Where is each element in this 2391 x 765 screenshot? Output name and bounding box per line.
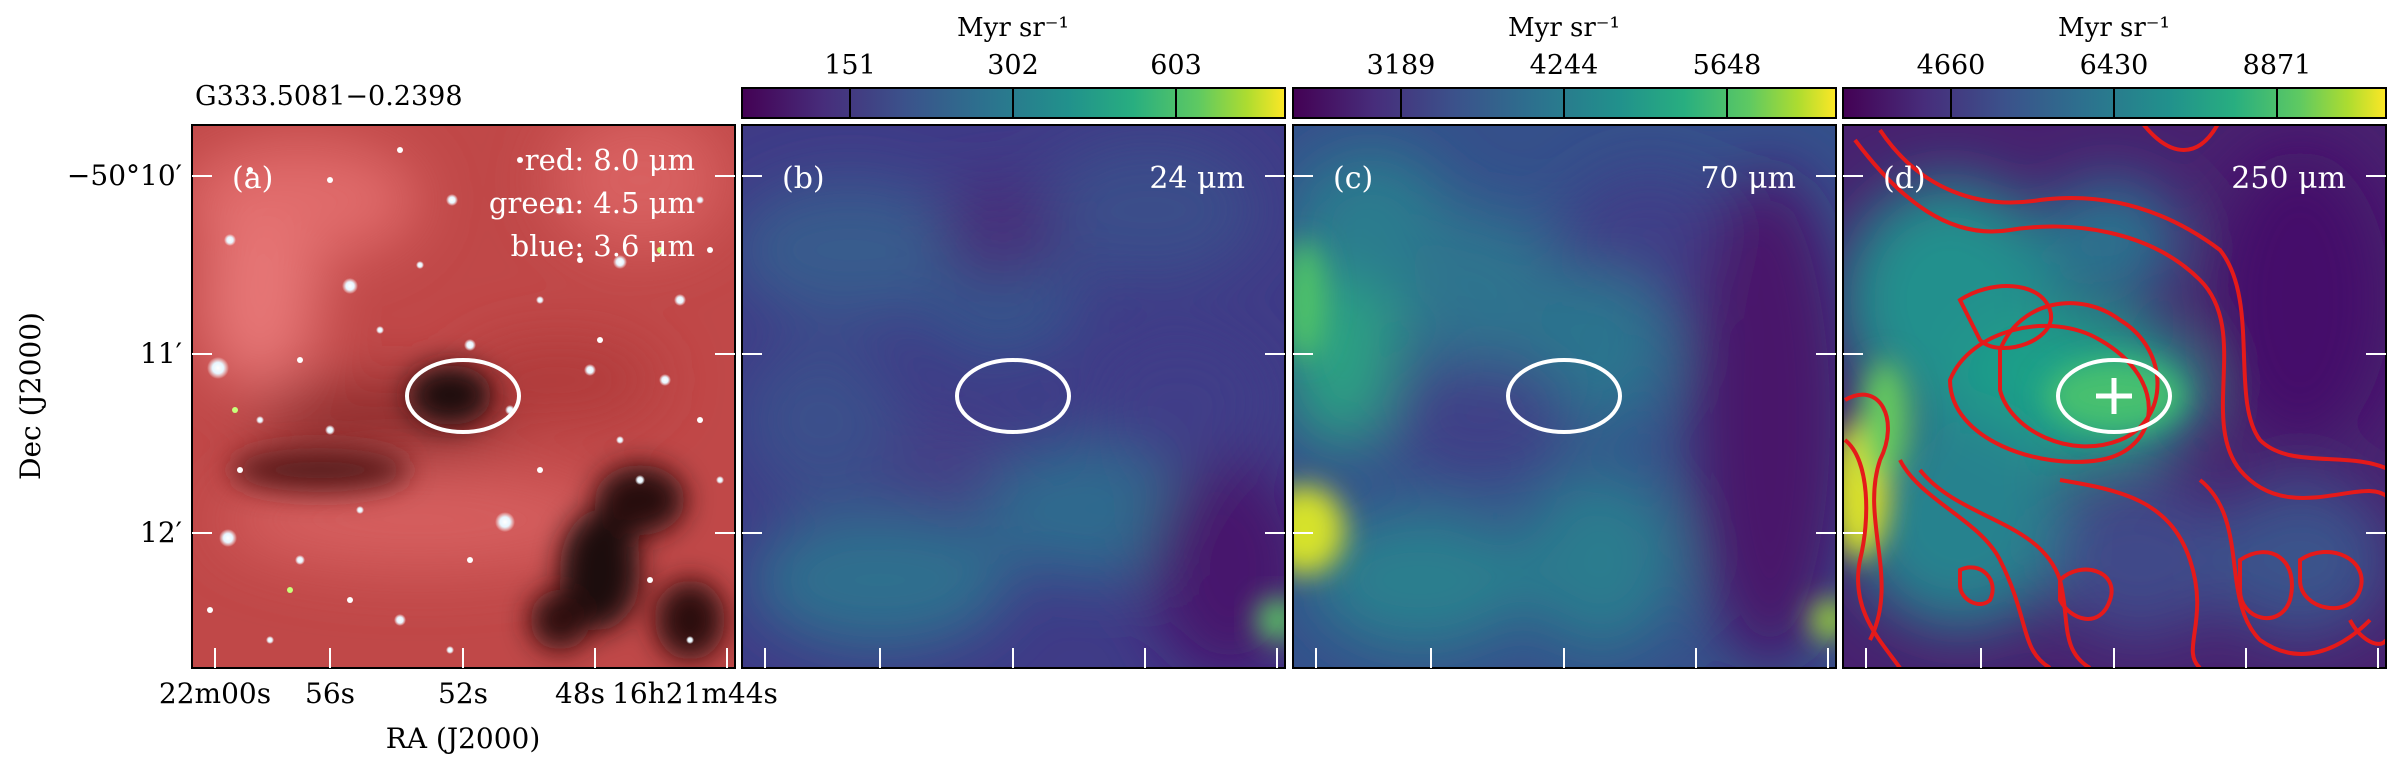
source-ellipse xyxy=(2056,358,2172,434)
panel-b-wavelength: 24 μm xyxy=(1149,161,1245,196)
colorbar-b: Myr sr⁻¹ 151 302 603 xyxy=(741,13,1286,119)
colorbar-c: Myr sr⁻¹ 3189 4244 5648 xyxy=(1292,13,1837,119)
colorbar-d-unit: Myr sr⁻¹ xyxy=(2058,13,2170,43)
map-70um xyxy=(1293,125,1836,668)
colorbar-d-tick-1: 4660 xyxy=(1917,50,1986,81)
colorbar-c-unit: Myr sr⁻¹ xyxy=(1508,13,1620,43)
panel-a-tag: (a) xyxy=(232,161,273,196)
panel-b-tag: (b) xyxy=(782,161,825,196)
colorbar-c-tick-1: 3189 xyxy=(1367,50,1436,81)
source-ellipse xyxy=(955,358,1071,434)
colorbar-b-unit: Myr sr⁻¹ xyxy=(957,13,1069,43)
dec-tick-label: −50°10′ xyxy=(67,159,182,192)
legend-blue: blue: 3.6 μm xyxy=(511,229,695,263)
panel-b: (b) 24 μm xyxy=(741,124,1286,669)
colorbar-d-tick-2: 6430 xyxy=(2080,50,2149,81)
dec-tick-label: 11′ xyxy=(140,337,182,370)
panel-d-wavelength: 250 μm xyxy=(2231,161,2346,196)
panel-d: (d) 250 μm xyxy=(1842,124,2387,669)
ra-tick-label: 16h21m44s xyxy=(612,677,778,710)
colorbar-b-tick-1: 151 xyxy=(824,50,876,81)
colorbar-d: Myr sr⁻¹ 4660 6430 8871 xyxy=(1842,13,2387,119)
panel-c: (c) 70 μm xyxy=(1292,124,1837,669)
y-axis-label: Dec (J2000) xyxy=(14,312,47,480)
ra-tick-label: 22m00s xyxy=(159,677,271,710)
colorbar-b-tick-3: 603 xyxy=(1150,50,1202,81)
star-field xyxy=(207,147,724,654)
map-24um xyxy=(742,125,1285,668)
colorbar-c-tick-3: 5648 xyxy=(1693,50,1762,81)
tick-marks xyxy=(192,175,2386,668)
contours xyxy=(1843,125,2386,668)
colorbar-c-tick-2: 4244 xyxy=(1530,50,1599,81)
legend-red: red: 8.0 μm xyxy=(525,143,695,177)
ra-tick-label: 56s xyxy=(305,677,355,710)
source-ellipse xyxy=(405,358,521,434)
dec-tick-labels: −50°10′ 11′ 12′ xyxy=(67,159,182,549)
ra-tick-label: 52s xyxy=(438,677,488,710)
source-name: G333.5081−0.2398 xyxy=(195,81,463,112)
panel-c-tag: (c) xyxy=(1333,161,1373,196)
peak-marker-icon xyxy=(2096,378,2132,414)
dec-tick-label: 12′ xyxy=(140,516,182,549)
rgb-image xyxy=(192,125,735,668)
ra-tick-label: 48s xyxy=(555,677,605,710)
panel-a: (a) red: 8.0 μm green: 4.5 μm blue: 3.6 … xyxy=(191,124,736,669)
ra-tick-labels: 22m00s 56s 52s 48s 16h21m44s xyxy=(159,677,778,710)
x-axis-label: RA (J2000) xyxy=(386,722,541,755)
panel-d-tag: (d) xyxy=(1883,161,1926,196)
source-ellipse xyxy=(1506,358,1622,434)
colorbar-b-tick-2: 302 xyxy=(987,50,1039,81)
panel-c-wavelength: 70 μm xyxy=(1700,161,1796,196)
colorbar-d-tick-3: 8871 xyxy=(2243,50,2312,81)
legend-green: green: 4.5 μm xyxy=(489,186,695,220)
